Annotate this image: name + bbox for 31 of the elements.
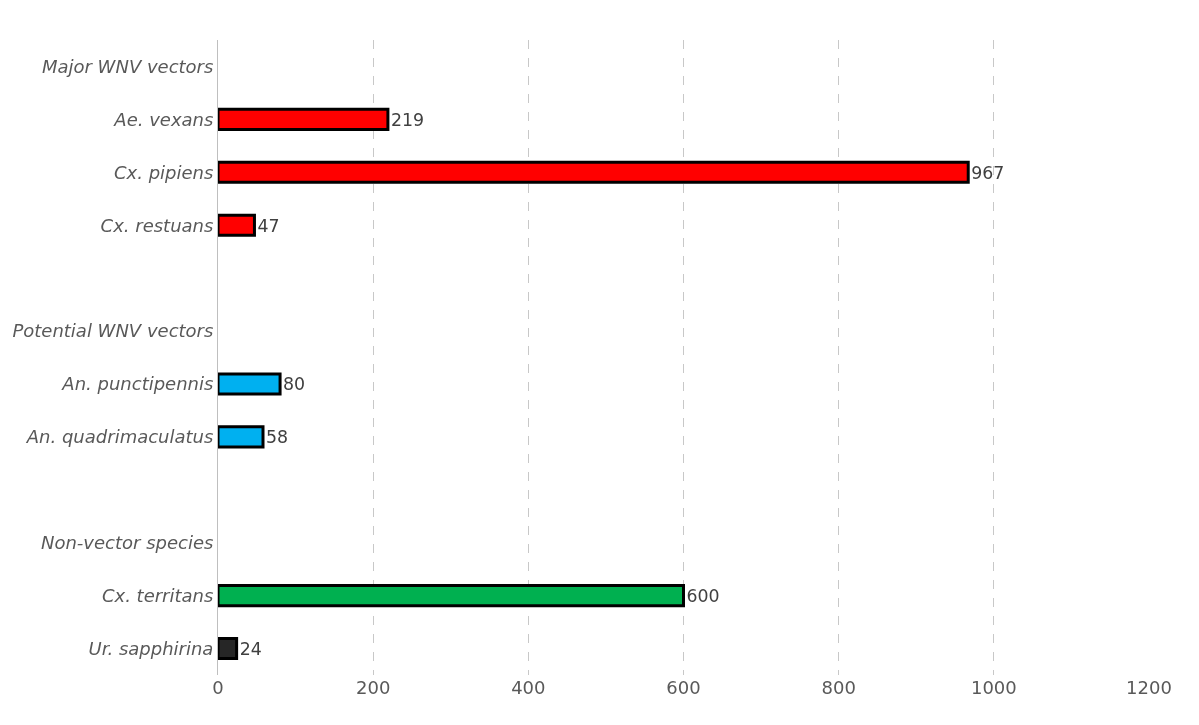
y-tick-label: Cx. territans <box>101 584 214 606</box>
bar <box>218 425 265 449</box>
bar <box>218 213 256 237</box>
x-tick-label: 200 <box>355 677 391 698</box>
bar <box>218 160 970 184</box>
x-tick-label: 400 <box>511 677 546 698</box>
x-tick-label: 600 <box>666 677 701 698</box>
data-label: 967 <box>971 162 1005 183</box>
y-tick-label: Cx. pipiens <box>114 161 214 183</box>
data-label: 58 <box>266 427 289 448</box>
x-tick-label: 1200 <box>1126 677 1172 698</box>
y-tick-label: Ae. vexans <box>113 108 214 130</box>
bar <box>218 636 239 661</box>
y-tick-label: An. punctipennis <box>61 373 214 395</box>
data-label: 80 <box>283 374 306 395</box>
data-label: 600 <box>686 586 720 607</box>
y-tick-label: Major WNV vectors <box>41 55 214 77</box>
bar <box>218 584 685 608</box>
data-label: 219 <box>390 109 425 130</box>
bar <box>218 372 282 396</box>
y-tick-label: An. quadrimaculatus <box>25 426 214 448</box>
data-label: 24 <box>239 638 262 659</box>
bar <box>218 107 390 131</box>
y-tick-label: Non-vector species <box>40 532 214 554</box>
x-tick-label: 1000 <box>970 677 1017 698</box>
y-tick-label: Cx. restuans <box>100 214 214 236</box>
x-tick-label: 800 <box>821 677 856 698</box>
y-tick-label: Ur. sapphirina <box>88 637 214 659</box>
x-tick-label: 0 <box>212 677 224 698</box>
y-tick-label: Potential WNV vectors <box>12 320 214 342</box>
data-label: 47 <box>257 215 280 236</box>
